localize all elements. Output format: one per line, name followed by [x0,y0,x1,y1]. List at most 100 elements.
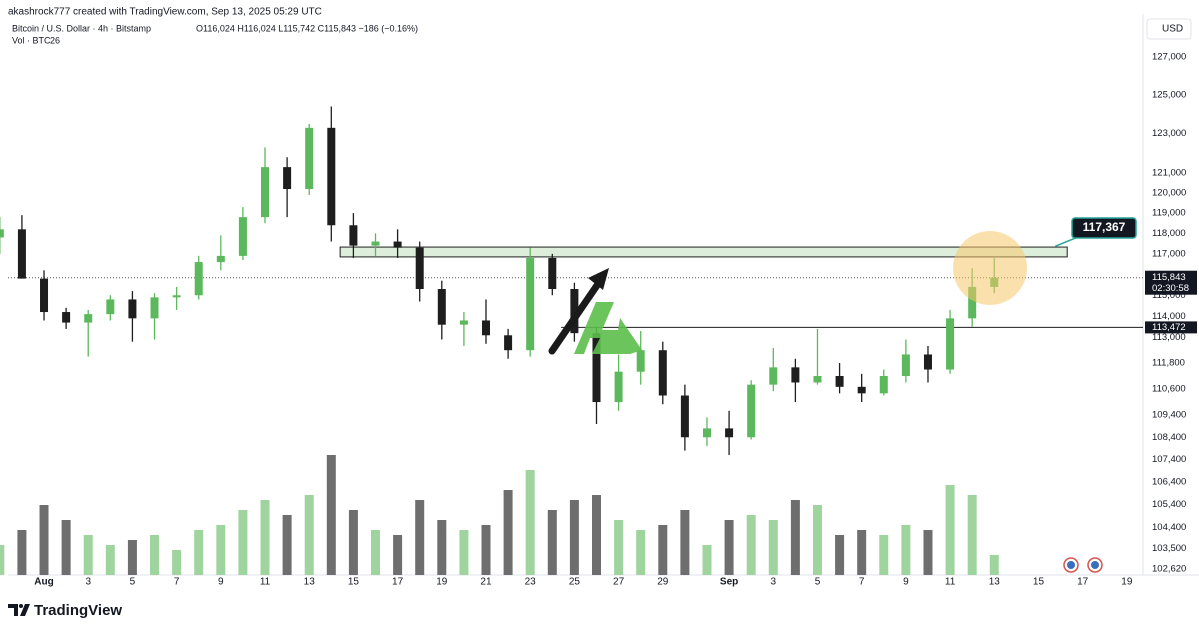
volume-bar [437,520,447,575]
volume-bar [989,555,999,575]
y-tick-label: 113,000 [1152,332,1186,343]
candle-body [946,318,955,370]
x-tick-label: 11 [260,577,271,588]
x-tick-label: 13 [989,577,1001,588]
volume-bar [702,545,712,575]
volume-bar [614,520,624,575]
x-tick-label: Aug [34,577,53,588]
x-tick-label: 7 [859,577,865,588]
volume-bar [415,500,425,575]
event-flags [1063,557,1103,573]
y-tick-label: 110,600 [1152,384,1186,395]
y-tick-label: 104,400 [1152,522,1186,533]
y-tick-label: 105,400 [1152,499,1186,510]
candle-body [62,312,71,323]
volume-bar [39,505,49,575]
x-tick-label: 7 [174,577,180,588]
y-tick-label: 109,400 [1152,410,1186,421]
volume-bar [812,505,822,575]
currency-box[interactable] [1146,18,1192,40]
volume-bar [790,500,800,575]
volume-bar [393,535,403,575]
volume-bar [923,530,933,575]
candle-body [857,386,866,394]
x-tick-label: 5 [130,577,136,588]
volume-bar [658,525,668,575]
volume-bar [216,525,226,575]
y-tick-label: 111,800 [1152,358,1185,369]
candle-body [636,350,645,372]
volume-bar [680,510,690,575]
y-tick-label: 108,400 [1152,432,1186,443]
candle-body [702,428,711,438]
volume-bar [83,535,93,575]
candle-body [327,127,336,226]
volume-bar [348,510,358,575]
volume-bar [61,520,71,575]
candle-body [592,333,601,403]
volume-bar [835,535,845,575]
candle-body [216,255,225,263]
candle-body [459,320,468,325]
candle-body [305,127,314,190]
candle-body [283,167,292,190]
candle-body [437,288,446,325]
brand-name: TradingView [34,602,122,619]
volume-bar [547,510,557,575]
y-tick-label: 114,000 [1152,311,1186,322]
volume-bar [636,530,646,575]
volume-bar [238,510,248,575]
candle-body [128,299,137,319]
candle-body [150,297,159,319]
candle-body [901,354,910,376]
y-tick-label: 106,400 [1152,477,1186,488]
x-tick-label: 9 [218,577,224,588]
x-tick-label: 11 [945,577,956,588]
candle-body [194,262,203,296]
volume-bar [326,455,336,575]
candle-body [526,257,535,351]
candle-body [570,288,579,334]
countdown-label: 02:30:58 [1152,283,1189,294]
candle-body [548,257,557,289]
x-tick-label: Sep [720,577,738,588]
candle-body [968,286,977,319]
volume-bar [0,545,5,575]
volume-bar [127,540,137,575]
x-tick-label: 3 [85,577,91,588]
x-tick-label: 3 [771,577,777,588]
volume-bar [724,520,734,575]
x-tick-label: 15 [1033,577,1045,588]
volume-bar [525,470,535,575]
volume-bar [459,530,469,575]
annotation-box [1071,217,1137,239]
y-tick-label: 123,000 [1152,128,1186,139]
candle-body [725,428,734,438]
resistance-zone [339,246,1068,258]
candle-body [813,375,822,383]
logo [574,302,642,354]
x-tick-label: 5 [815,577,821,588]
x-tick-label: 27 [613,577,625,588]
volume-bar [150,535,160,575]
volume-last: 26 [50,35,60,45]
candle-body [504,335,513,351]
x-tick-label: 25 [569,577,581,588]
candle-body [238,217,247,256]
y-tick-label: 127,000 [1152,51,1186,62]
candle-body [393,241,402,248]
price-layer: 117,367 [0,106,1143,456]
volume-bar [17,530,27,575]
volume-bar [857,530,867,575]
candle-body [769,367,778,385]
volume-layer [0,455,999,575]
candle-body [371,241,380,246]
candle-body [17,229,26,279]
volume-bar [967,495,977,575]
volume-bar [768,520,778,575]
candle-body [84,314,93,323]
y-tick-label: 107,400 [1152,454,1186,465]
x-tick-label: 15 [348,577,360,588]
volume-bar [172,550,182,575]
candle-body [0,229,4,238]
